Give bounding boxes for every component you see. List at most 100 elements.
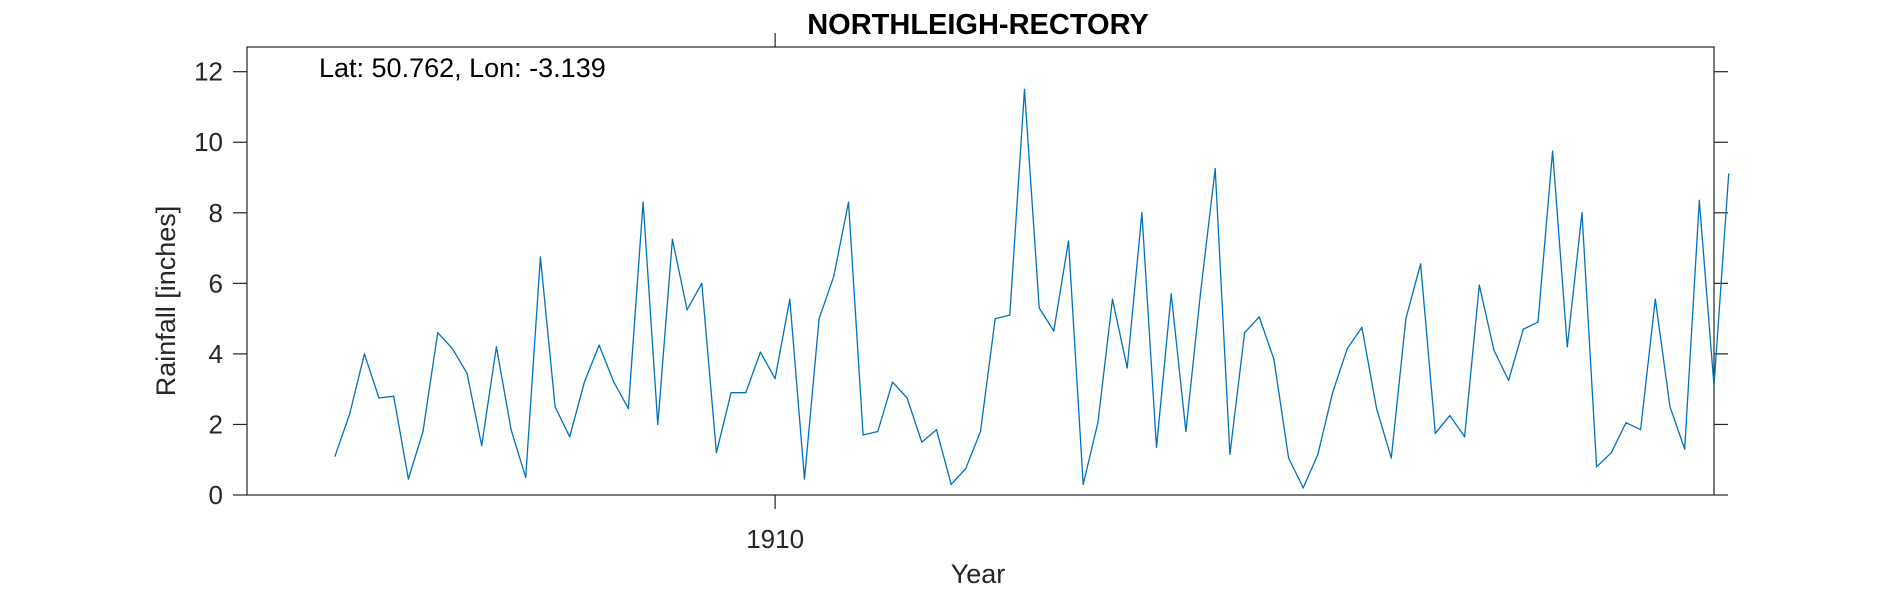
data-point bbox=[481, 445, 483, 447]
data-point bbox=[759, 351, 762, 353]
plot-frame bbox=[246, 46, 1715, 496]
data-point bbox=[1669, 406, 1671, 408]
data-point bbox=[627, 408, 630, 410]
data-point bbox=[1126, 367, 1128, 369]
data-point bbox=[701, 282, 703, 284]
data-point bbox=[393, 395, 395, 397]
data-point bbox=[803, 478, 806, 480]
data-point bbox=[1405, 318, 1407, 320]
data-point bbox=[1302, 487, 1304, 489]
data-point bbox=[642, 201, 644, 203]
data-point bbox=[466, 372, 468, 374]
data-point bbox=[1581, 212, 1583, 214]
data-point bbox=[1258, 316, 1260, 318]
data-point bbox=[1332, 392, 1334, 394]
data-point bbox=[598, 344, 600, 346]
data-point bbox=[1376, 408, 1378, 410]
location-annotation: Lat: 50.762, Lon: -3.139 bbox=[319, 53, 606, 83]
data-point bbox=[921, 441, 923, 443]
data-point bbox=[877, 430, 879, 433]
data-point bbox=[657, 423, 659, 425]
data-point bbox=[1493, 349, 1495, 351]
data-point bbox=[422, 430, 424, 433]
data-point bbox=[1111, 298, 1114, 300]
data-point bbox=[539, 256, 542, 258]
data-point bbox=[906, 397, 908, 399]
data-point bbox=[525, 476, 527, 478]
data-point bbox=[1082, 483, 1084, 485]
x-axis: 1910 bbox=[746, 33, 804, 554]
data-point bbox=[965, 467, 967, 470]
data-point bbox=[554, 406, 556, 408]
data-point bbox=[583, 381, 586, 383]
data-point bbox=[1361, 326, 1363, 328]
data-point bbox=[1420, 263, 1422, 265]
data-point bbox=[1244, 332, 1246, 334]
data-point bbox=[1713, 385, 1715, 387]
data-point bbox=[1610, 452, 1612, 454]
data-point bbox=[789, 298, 791, 300]
data-point bbox=[818, 318, 820, 320]
data-point bbox=[1214, 168, 1216, 170]
y-tick-label: 10 bbox=[194, 127, 223, 157]
data-point bbox=[1053, 330, 1055, 332]
y-tick-label: 0 bbox=[209, 480, 223, 510]
data-point bbox=[1023, 88, 1026, 90]
data-point bbox=[1596, 466, 1598, 468]
y-tick-label: 12 bbox=[194, 57, 223, 87]
data-point bbox=[334, 455, 336, 457]
axes-box bbox=[246, 46, 1715, 496]
data-point bbox=[1640, 429, 1642, 431]
data-point bbox=[1067, 240, 1070, 242]
data-point bbox=[349, 413, 351, 415]
data-point bbox=[1625, 422, 1627, 424]
data-point bbox=[1229, 453, 1231, 455]
data-point bbox=[979, 430, 982, 433]
data-point bbox=[437, 332, 439, 334]
data-point bbox=[1566, 346, 1568, 348]
y-axis: 0 2 4 6 8 10 12 bbox=[194, 57, 1728, 510]
data-point bbox=[686, 309, 688, 311]
data-point bbox=[891, 381, 894, 383]
data-point bbox=[950, 483, 952, 485]
data-point bbox=[1288, 457, 1290, 459]
data-point bbox=[1698, 199, 1700, 201]
y-axis-label: Rainfall [inches] bbox=[151, 206, 181, 397]
data-point bbox=[745, 392, 747, 394]
data-point bbox=[935, 429, 938, 431]
data-point bbox=[569, 436, 571, 438]
data-point bbox=[833, 275, 835, 277]
data-point bbox=[1185, 430, 1187, 433]
data-point bbox=[1508, 379, 1510, 381]
data-point bbox=[510, 429, 512, 431]
data-point bbox=[1390, 457, 1392, 459]
data-point bbox=[715, 452, 718, 454]
data-point bbox=[671, 238, 674, 240]
data-point bbox=[1478, 284, 1480, 286]
y-tick-label: 4 bbox=[209, 339, 223, 369]
data-point bbox=[1317, 453, 1319, 455]
data-point bbox=[1434, 432, 1436, 434]
data-point bbox=[451, 348, 453, 350]
chart-title: NORTHLEIGH-RECTORY bbox=[807, 9, 1149, 41]
data-point bbox=[730, 392, 732, 394]
data-point bbox=[363, 353, 365, 355]
data-point bbox=[1346, 348, 1348, 350]
y-tick-label: 2 bbox=[209, 409, 223, 439]
data-point bbox=[613, 381, 615, 383]
data-points bbox=[334, 88, 1730, 489]
data-point bbox=[1141, 212, 1143, 214]
rainfall-series-line bbox=[334, 88, 1730, 489]
data-point bbox=[1684, 448, 1686, 450]
data-point bbox=[495, 346, 497, 348]
data-point bbox=[407, 478, 409, 480]
data-point bbox=[1273, 358, 1275, 360]
x-tick-label: 1910 bbox=[746, 524, 804, 554]
data-point bbox=[1552, 150, 1554, 152]
data-point bbox=[774, 378, 776, 380]
data-point bbox=[862, 434, 864, 436]
x-axis-label: Year bbox=[951, 559, 1006, 589]
data-point bbox=[1464, 436, 1466, 438]
data-point bbox=[994, 318, 996, 320]
